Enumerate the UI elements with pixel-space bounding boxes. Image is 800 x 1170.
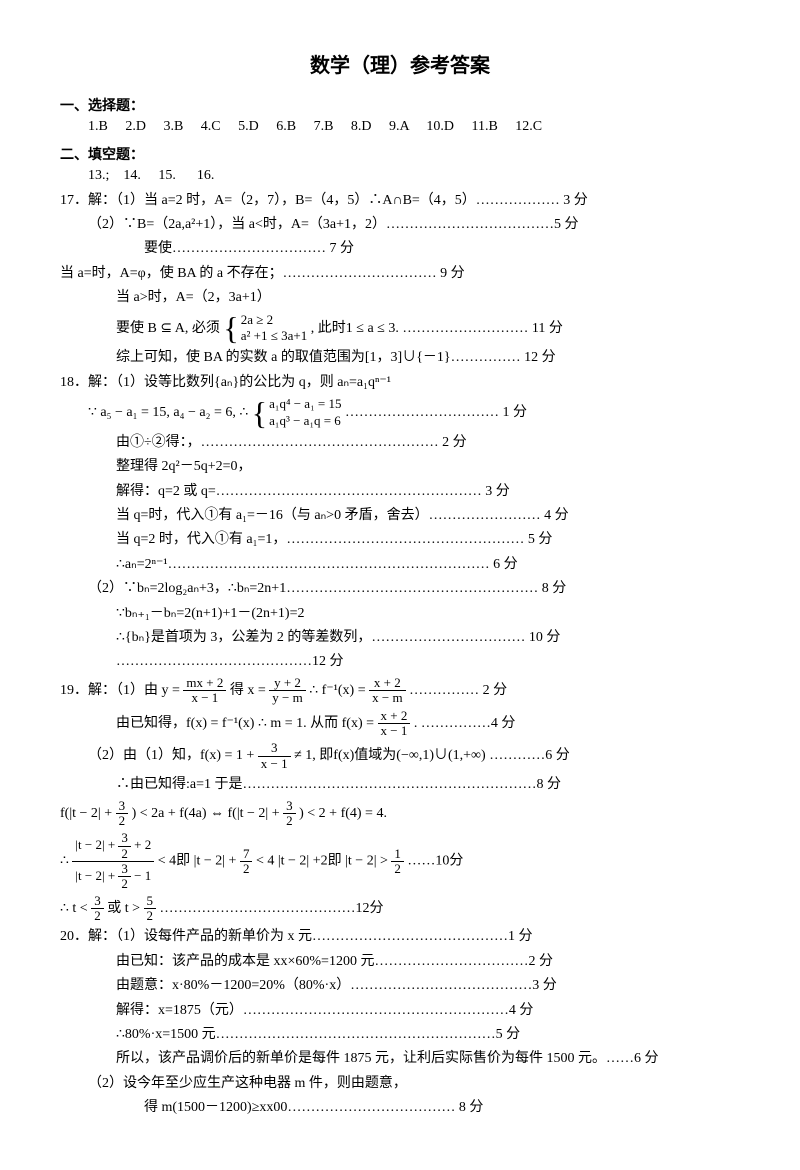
q19-l1b: 得 x = (230, 683, 269, 698)
q19-l7: ∴ t < 32 或 t > 52 ……………………………………12分 (60, 894, 740, 925)
q18-l2: ∵ a₅ − a₁ = 15, a₄ − a₂ = 6, ∴ { a₁q⁴ − … (60, 396, 740, 430)
q17-l3: 要使…………………………… 7 分 (60, 238, 740, 260)
q19-l6c: < 4 |t − 2| +2即 |t − 2| > (256, 854, 391, 869)
mc-answers: 1.B 2.D 3.B 4.C 5.D 6.B 7.B 8.D 9.A 10.D… (60, 116, 740, 138)
q19-l1c: ∴ f⁻¹(x) = (309, 683, 369, 698)
q18-l12: ……………………………………12 分 (60, 651, 740, 673)
q17-l2: （2）∵B=（2a,a²+1），当 a<时，A=（3a+1，2）……………………… (60, 214, 740, 236)
q19-l7b: 或 t > (107, 901, 143, 916)
q17-l7: 综上可知，使 BA 的实数 a 的取值范围为[1，3]∪{－1}…………… 12… (60, 347, 740, 369)
q19-l7a: ∴ t < (60, 901, 91, 916)
brace-icon: { a₁q⁴ − a₁ = 15 a₁q³ − a₁q = 6 (252, 396, 342, 430)
q18-l5: 解得：q=2 或 q=………………………………………………… 3 分 (60, 481, 740, 503)
q19-l1a: 19．解：（1）由 y = (60, 683, 183, 698)
q17-br1b: a² +1 ≤ 3a+1 (241, 328, 308, 345)
q19-l6d: ……10分 (407, 854, 463, 869)
q17-l6: 要使 B ⊆ A, 必须 { 2a ≥ 2 a² +1 ≤ 3a+1 , 此时1… (60, 312, 740, 346)
q18-l11: ∴{bₙ}是首项为 3，公差为 2 的等差数列，…………………………… 10 分 (60, 627, 740, 649)
q17-br1t: 2a ≥ 2 (241, 312, 308, 329)
q18-l3: 由①÷②得：，…………………………………………… 2 分 (60, 432, 740, 454)
q20-l3: 由题意：x·80%－1200=20%（80%·x）…………………………………3 … (60, 975, 740, 997)
q18-br1b: a₁q³ − a₁q = 6 (269, 413, 341, 430)
q19-l6b: < 4即 |t − 2| + (158, 854, 240, 869)
q19-l3b: ≠ 1, 即f(x)值域为(−∞,1)∪(1,+∞) …………6 分 (294, 748, 570, 763)
q19-l5b: ) < 2a + f(4a) ⇔ f(|t − 2| + (132, 806, 283, 821)
q20-l7: （2）设今年至少应生产这种电器 m 件，则由题意， (60, 1073, 740, 1095)
q18-l6: 当 q=时，代入①有 a₁=－16（与 aₙ>0 矛盾，舍去）…………………… … (60, 505, 740, 527)
q19-l6: ∴ |t − 2| + 32 + 2 |t − 2| + 32 − 1 < 4即… (60, 831, 740, 891)
q18-l4: 整理得 2q²－5q+2=0， (60, 456, 740, 478)
q19-l2b: . ……………4 分 (414, 716, 516, 731)
q20-l8: 得 m(1500－1200)≥xx00……………………………… 8 分 (60, 1097, 740, 1119)
q17-l5: 当 a>时，A=（2，3a+1） (60, 287, 740, 309)
q20-l1: 20．解：（1）设每件产品的新单价为 x 元……………………………………1 分 (60, 926, 740, 948)
q18-l10: ∵bₙ₊₁－bₙ=2(n+1)+1－(2n+1)=2 (60, 603, 740, 625)
q19-l1: 19．解：（1）由 y = mx + 2x − 1 得 x = y + 2y −… (60, 676, 740, 707)
q17-l4: 当 a=时，A=φ，使 BA 的 a 不存在；…………………………… 9 分 (60, 263, 740, 285)
q17-l1: 17．解：（1）当 a=2 时，A=（2，7），B=（4，5）∴A∩B=（4，5… (60, 190, 740, 212)
q18-l7: 当 q=2 时，代入①有 a₁=1，…………………………………………… 5 分 (60, 529, 740, 551)
q20-l2: 由已知：该产品的成本是 xx×60%=1200 元……………………………2 分 (60, 951, 740, 973)
q19-l2: 由已知得，f(x) = f⁻¹(x) ∴ m = 1. 从而 f(x) = x … (60, 709, 740, 740)
q19-l3: （2）由（1）知，f(x) = 1 + 3x − 1 ≠ 1, 即f(x)值域为… (60, 741, 740, 772)
q19-l5: f(|t − 2| + 32 ) < 2a + f(4a) ⇔ f(|t − 2… (60, 799, 740, 830)
q18-l8: ∴aₙ=2ⁿ⁻¹…………………………………………………………… 6 分 (60, 554, 740, 576)
q17-l6b: , 此时1 ≤ a ≤ 3. ……………………… 11 分 (311, 321, 563, 336)
q18-l2a: ∵ a₅ − a₁ = 15, a₄ − a₂ = 6, ∴ (88, 405, 248, 420)
fill-answers: 13.; 14. 15. 16. (60, 165, 740, 187)
brace-icon: { 2a ≥ 2 a² +1 ≤ 3a+1 (223, 312, 307, 346)
page-title: 数学（理）参考答案 (60, 50, 740, 82)
q19-l2a: 由已知得，f(x) = f⁻¹(x) ∴ m = 1. 从而 f(x) = (116, 716, 378, 731)
q19-l5a: f(|t − 2| + (60, 806, 116, 821)
q18-l1: 18．解：（1）设等比数列{aₙ}的公比为 q，则 aₙ=a₁qⁿ⁻¹ (60, 372, 740, 394)
q18-l2b: …………………………… 1 分 (345, 405, 527, 420)
q19-l3a: （2）由（1）知，f(x) = 1 + (88, 748, 258, 763)
q19-l6a: ∴ (60, 854, 72, 869)
q19-l5c: ) < 2 + f(4) = 4. (299, 806, 387, 821)
q20-l4: 解得：x=1875（元）…………………………………………………4 分 (60, 1000, 740, 1022)
q18-br1t: a₁q⁴ − a₁ = 15 (269, 396, 341, 413)
section2-header: 二、填空题： (60, 143, 740, 165)
section1-header: 一、选择题： (60, 94, 740, 116)
q19-l7c: ……………………………………12分 (160, 901, 384, 916)
big-frac: |t − 2| + 32 + 2 |t − 2| + 32 − 1 (72, 831, 154, 891)
q19-l4: ∴由已知得:a=1 于是………………………………………………………8 分 (60, 774, 740, 796)
q18-l9: （2）∵bₙ=2log₂aₙ+3，∴bₙ=2n+1………………………………………… (60, 578, 740, 600)
q19-l1d: …………… 2 分 (409, 683, 507, 698)
q20-l6: 所以，该产品调价后的新单价是每件 1875 元，让利后实际售价为每件 1500 … (60, 1048, 740, 1070)
q20-l5: ∴80%·x=1500 元……………………………………………………5 分 (60, 1024, 740, 1046)
q17-l6a: 要使 B ⊆ A, 必须 (116, 321, 220, 336)
